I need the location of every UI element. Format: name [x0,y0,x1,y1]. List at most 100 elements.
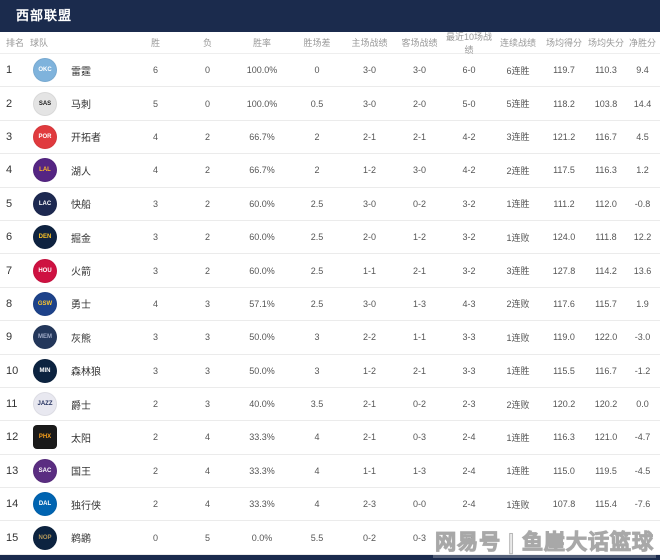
stat-cell-away-record: 0-3 [412,532,426,543]
column-header-rank: 排名 [6,38,25,48]
rank-cell: 6 [6,231,13,244]
section-title-bar: 西部联盟 [0,0,660,32]
stat-cell-home-record: 2-1 [362,131,376,142]
stat-cell-home-record: 0-2 [362,532,376,543]
table-row: 2 SAS 马刺 5 0 100.0% 0.5 3-0 2-0 5-0 5连胜 … [0,87,660,121]
stat-cell-games-behind: 0 [314,65,320,76]
stat-cell-opp-ppg: 115.4 [595,499,617,510]
team-name: 快船 [71,200,91,212]
team-cell: LAL 湖人 [30,158,130,183]
team-logo: HOU [33,258,57,283]
stat-cell-away-record: 3-0 [412,65,426,76]
stat-cell-point-diff: 1.2 [636,165,649,176]
stat-cell-opp-ppg: 116.7 [595,365,617,376]
stat-cell-games-behind: 4 [314,465,320,476]
stat-cell-point-diff: 0.0 [636,399,649,410]
team-cell: DAL 独行侠 [30,492,130,517]
table-body: 1 OKC 雷霆 6 0 100.0% 0 3-0 3-0 6-0 6连胜 11… [0,54,660,555]
table-row: 8 GSW 勇士 4 3 57.1% 2.5 3-0 1-3 4-3 2连败 1… [0,288,660,322]
stat-cell-losses: 4 [204,432,210,443]
stat-cell-winpct: 60.0% [249,198,275,209]
stat-cell-streak: 2连败 [506,299,530,310]
column-header-team: 球队 [30,38,49,48]
stat-cell-last10: 5-0 [462,98,476,109]
stat-cell-opp-ppg: 115.7 [595,298,617,309]
stat-cell-games-behind: 2.5 [310,232,324,243]
column-header-losses: 负 [202,38,212,48]
stat-cell-opp-ppg: 116.3 [595,165,617,176]
rank-cell: 10 [6,364,19,377]
team-logo: SAS [33,91,57,116]
team-logo: JAZZ [33,392,57,417]
stat-cell-games-behind: 5.5 [310,532,324,543]
stat-cell-last10: 2-4 [462,432,476,443]
stat-cell-home-record: 2-2 [362,332,376,343]
rank-cell: 15 [6,531,19,544]
table-row: 14 DAL 独行侠 2 4 33.3% 4 2-3 0-0 2-4 1连败 1… [0,488,660,522]
stat-cell-games-behind: 3 [314,332,320,343]
stat-cell-ppg: 117.6 [553,298,575,309]
rank-cell: 14 [6,498,19,511]
stat-cell-streak: 1连胜 [506,432,530,443]
stat-cell-home-record: 2-3 [362,499,376,510]
stat-cell-losses: 4 [204,465,210,476]
team-cell: PHX 太阳 [30,425,130,450]
stat-cell-last10: 4-2 [462,165,476,176]
stat-cell-losses: 2 [204,198,210,209]
stat-cell-away-record: 3-0 [412,165,426,176]
table-row: 1 OKC 雷霆 6 0 100.0% 0 3-0 3-0 6-0 6连胜 11… [0,54,660,88]
rank-cell: 8 [6,297,13,310]
stat-cell-home-record: 2-1 [362,399,376,410]
stat-cell-losses: 4 [204,499,210,510]
stat-cell-ppg: 115.0 [553,465,575,476]
stat-cell-opp-ppg: 110.3 [595,65,617,76]
column-header-wins: 胜 [150,38,160,48]
stat-cell-home-record: 1-2 [362,165,376,176]
stat-cell-losses: 3 [204,332,210,343]
stat-cell-games-behind: 3.5 [310,399,324,410]
team-logo: SAC [33,458,57,483]
stat-cell-winpct: 33.3% [249,465,275,476]
stat-cell-away-record: 0-0 [412,499,426,510]
team-logo: MEM [33,325,57,350]
column-header-last10: 最近10场战绩 [445,31,492,55]
stat-cell-opp-ppg: 116.7 [595,131,617,142]
stat-cell-streak: 1连败 [506,232,530,243]
stat-cell-streak: 3连胜 [506,132,530,143]
stat-cell-winpct: 60.0% [249,232,275,243]
team-name: 开拓者 [71,133,101,145]
watermark: 网易号 | 鱼崖大话篮球 [433,524,656,558]
stat-cell-streak: 6连胜 [506,65,530,76]
stat-cell-last10: 3-3 [462,365,476,376]
column-header-home-record: 主场战绩 [351,38,388,48]
stat-cell-away-record: 1-1 [412,332,426,343]
stat-cell-last10: 3-2 [462,232,476,243]
stat-cell-wins: 6 [152,65,158,76]
team-cell: SAC 国王 [30,458,130,483]
stat-cell-last10: 6-0 [462,65,476,76]
stat-cell-ppg: 115.5 [553,365,575,376]
stat-cell-streak: 5连胜 [506,99,530,110]
stat-cell-wins: 4 [152,165,158,176]
team-name: 火箭 [71,267,91,279]
team-cell: GSW 勇士 [30,291,130,316]
stat-cell-ppg: 118.2 [553,98,575,109]
stat-cell-ppg: 124.0 [552,232,576,243]
stat-cell-home-record: 2-0 [362,232,376,243]
stat-cell-opp-ppg: 120.2 [594,399,618,410]
stat-cell-losses: 0 [204,98,210,109]
stat-cell-winpct: 50.0% [249,332,275,343]
stat-cell-point-diff: -7.6 [634,499,651,510]
team-name: 国王 [71,467,91,479]
stat-cell-games-behind: 4 [314,432,320,443]
stat-cell-opp-ppg: 114.2 [595,265,617,276]
stat-cell-wins: 3 [152,332,158,343]
stat-cell-last10: 2-3 [462,399,476,410]
team-cell: POR 开拓者 [30,124,130,149]
team-logo: POR [33,124,57,149]
team-logo: DAL [33,492,57,517]
stat-cell-games-behind: 2 [314,131,320,142]
team-name: 独行侠 [71,500,101,512]
stat-cell-games-behind: 0.5 [310,98,324,109]
stat-cell-point-diff: -3.0 [634,332,651,343]
